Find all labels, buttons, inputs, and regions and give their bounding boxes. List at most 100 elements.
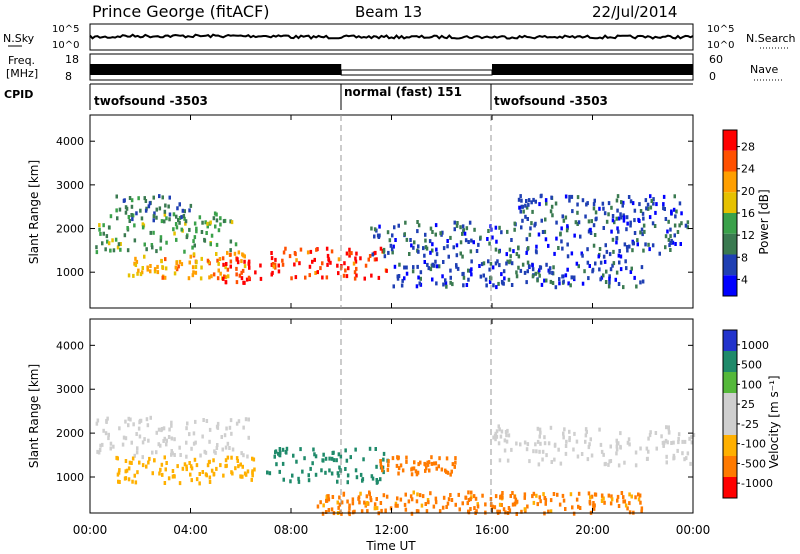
heatmap-cell (615, 441, 619, 446)
heatmap-cell (617, 504, 621, 508)
heatmap-cell (131, 479, 134, 484)
heatmap-cell (416, 220, 419, 224)
heatmap-cell (670, 209, 673, 214)
heatmap-cell (332, 450, 335, 455)
heatmap-cell (243, 471, 247, 476)
heatmap-cell (150, 243, 154, 247)
heatmap-cell (616, 208, 619, 213)
heatmap-cell (298, 261, 301, 266)
heatmap-cell (266, 470, 269, 475)
heatmap-cell (577, 491, 581, 496)
heatmap-cell (573, 275, 576, 280)
heatmap-cell (387, 459, 390, 464)
heatmap-cell (395, 463, 399, 468)
heatmap-cell (519, 268, 523, 273)
heatmap-cell (401, 278, 404, 283)
heatmap-cell (168, 217, 171, 222)
heatmap-cell (559, 461, 563, 466)
heatmap-cell (241, 268, 245, 273)
heatmap-cell (654, 431, 658, 435)
heatmap-cell (222, 219, 226, 224)
heatmap-cell (178, 481, 182, 486)
heatmap-cell (603, 500, 606, 505)
heatmap-cell (376, 233, 380, 238)
heatmap-cell (446, 501, 450, 506)
heatmap-cell (625, 227, 628, 232)
heatmap-cell (241, 464, 244, 469)
heatmap-cell (547, 441, 551, 446)
heatmap-cell (686, 225, 689, 230)
heatmap-cell (461, 224, 465, 229)
colorbar-tick-label: 24 (741, 163, 755, 176)
heatmap-cell (676, 448, 679, 453)
heatmap-cell (679, 242, 682, 246)
heatmap-cell (498, 458, 502, 463)
heatmap-cell (576, 195, 580, 200)
heatmap-cell (201, 434, 204, 439)
heatmap-cell (661, 440, 665, 445)
heatmap-cell (313, 257, 316, 262)
colorbar-segment (723, 233, 737, 255)
heatmap-cell (194, 265, 198, 269)
heatmap-cell (495, 239, 498, 244)
heatmap-cell (374, 250, 377, 255)
heatmap-cell (417, 223, 421, 228)
heatmap-cell (327, 494, 330, 499)
heatmap-cell (470, 272, 473, 277)
heatmap-cell (191, 265, 195, 270)
heatmap-cell (132, 422, 135, 427)
heatmap-cell (419, 276, 422, 281)
heatmap-cell (222, 262, 225, 267)
heatmap-cell (186, 421, 189, 426)
heatmap-cell (525, 205, 529, 210)
heatmap-cell (538, 273, 541, 278)
heatmap-cell (137, 426, 141, 431)
heatmap-cell (584, 427, 588, 432)
heatmap-cell (515, 270, 518, 275)
heatmap-cell (215, 446, 219, 450)
heatmap-cell (225, 426, 228, 431)
heatmap-cell (564, 451, 568, 456)
heatmap-cell (148, 201, 152, 206)
heatmap-cell (224, 265, 227, 270)
heatmap-cell (130, 461, 133, 465)
heatmap-cell (535, 449, 538, 454)
heatmap-cell (566, 267, 569, 272)
heatmap-cell (521, 262, 525, 267)
heatmap-cell (135, 259, 139, 264)
noise-panel: N.Sky 10^5 10^0 10^5 10^0 N.Search (3, 23, 796, 51)
heatmap-cell (114, 237, 118, 242)
heatmap-cell (467, 490, 470, 495)
heatmap-cell (442, 260, 445, 264)
heatmap-cell (435, 247, 438, 252)
heatmap-cell (275, 462, 278, 467)
heatmap-cell (485, 283, 488, 288)
date-label: 22/Jul/2014 (592, 3, 677, 21)
heatmap-cell (557, 447, 560, 452)
heatmap-cell (667, 425, 670, 430)
heatmap-cell (101, 241, 104, 246)
heatmap-cell (193, 457, 197, 462)
heatmap-cell (447, 254, 450, 259)
heatmap-cell (288, 254, 292, 259)
heatmap-cell (540, 282, 544, 287)
heatmap-cell (153, 458, 156, 463)
heatmap-cell (426, 262, 429, 267)
heatmap-cell (560, 226, 563, 231)
heatmap-cell (450, 498, 454, 502)
heatmap-cell (587, 219, 591, 224)
heatmap-cell (662, 443, 665, 447)
heatmap-cell (576, 454, 580, 459)
heatmap-cell (409, 494, 413, 499)
heatmap-cell (218, 257, 222, 261)
heatmap-cell (312, 447, 315, 452)
heatmap-cell (649, 430, 652, 435)
heatmap-cell (281, 461, 285, 466)
heatmap-cell (636, 242, 639, 247)
heatmap-cell (391, 250, 394, 255)
heatmap-cell (515, 252, 519, 256)
colorbar-segment (723, 275, 737, 296)
heatmap-cell (415, 499, 419, 504)
heatmap-cell (354, 447, 357, 452)
heatmap-cell (520, 198, 523, 203)
